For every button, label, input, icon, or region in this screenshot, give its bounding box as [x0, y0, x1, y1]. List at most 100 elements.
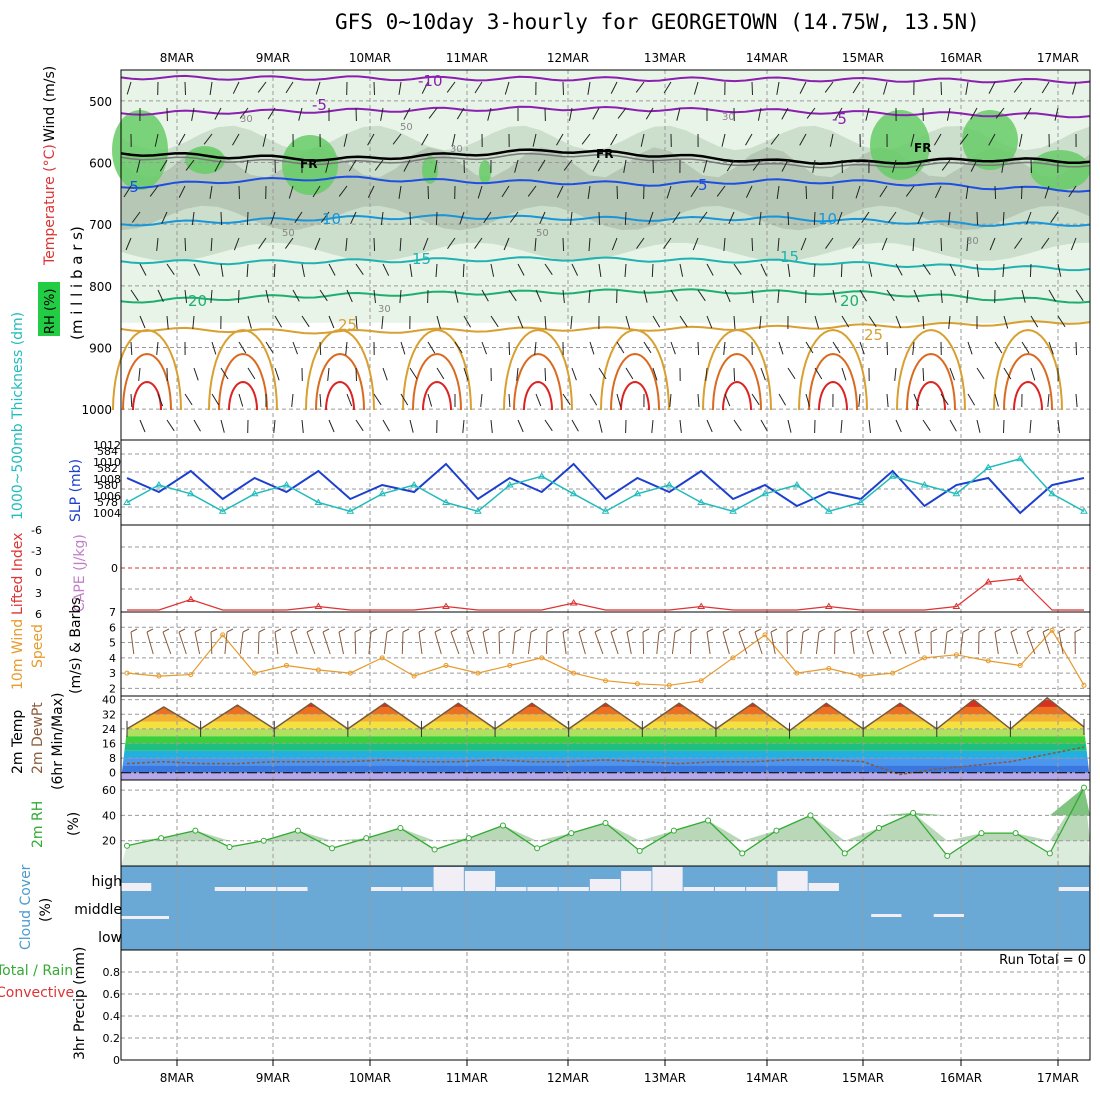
cloud-high-bar: [277, 887, 308, 891]
thickness-point: [952, 489, 961, 497]
wind-barb: [562, 631, 567, 655]
lifted-index-point: [984, 578, 993, 585]
thickness-point: [824, 507, 833, 514]
wind-barb: [427, 341, 436, 354]
lifted-index-point: [1016, 574, 1025, 581]
isotherm-label: FR: [914, 141, 931, 155]
warm-isotherm-bubble: [712, 352, 762, 411]
temp-axis-label: 2m Temp: [10, 710, 26, 774]
isotherm-line: [120, 148, 1091, 165]
wind-barb: [914, 631, 920, 655]
wind-barb: [697, 289, 706, 302]
wind-barb: [210, 631, 213, 655]
wind-barb: [210, 289, 213, 304]
warm-isotherm-bubble: [620, 380, 650, 411]
wind-barb: [535, 393, 542, 407]
wind-barb: [635, 81, 645, 93]
wind-barb: [193, 419, 201, 432]
wind-barb: [192, 315, 195, 329]
wind-barb: [598, 211, 601, 226]
wind-barb: [246, 263, 249, 278]
wind-speed-point: [730, 655, 736, 661]
wind-barb: [270, 211, 276, 225]
y-tick-label: 500: [89, 95, 112, 109]
rh-point: [397, 825, 404, 832]
wind-barb: [162, 631, 172, 655]
precip-tick-label: 0: [113, 1054, 120, 1067]
wind-barb: [855, 185, 861, 199]
wind-barb-flag: [850, 628, 858, 633]
wind-barb: [191, 107, 195, 121]
isotherm-label: 15: [412, 250, 431, 268]
wind-barb: [1057, 263, 1062, 277]
wind-barb-flag: [146, 628, 154, 633]
wind-barb: [185, 159, 195, 171]
rh-point: [910, 809, 917, 816]
y-tick-label: 800: [89, 280, 112, 294]
wind-barb: [1014, 237, 1023, 249]
wind-barb: [392, 133, 402, 145]
wind-speed-point: [252, 670, 258, 676]
wind-barb: [778, 393, 787, 406]
wind-barb: [239, 107, 249, 119]
wind-barb-flag: [402, 628, 410, 633]
wind-barb: [434, 631, 442, 655]
barbs-axis-label: (m/s) & Barbs: [68, 597, 84, 694]
wind-barb: [917, 211, 924, 225]
wind-barb-flag: [898, 628, 906, 633]
wind-barb: [949, 367, 955, 381]
wind-barb-flag: [418, 628, 426, 633]
wind-barb: [184, 81, 186, 96]
isotherm-label: FR: [596, 147, 613, 161]
wind-barb: [592, 107, 600, 120]
wind-barb-flag: [1042, 628, 1050, 633]
wind-barb: [274, 631, 279, 655]
wind-barb: [466, 631, 475, 655]
wind-barb: [679, 263, 684, 277]
wind-barb: [517, 263, 525, 276]
wind-barb: [610, 133, 618, 146]
wind-barb: [898, 631, 907, 655]
wind-barb: [778, 341, 784, 355]
rh-point: [124, 842, 130, 849]
wind-barb: [643, 289, 648, 303]
date-label-top: 13MAR: [644, 51, 686, 65]
wind-barb: [840, 419, 843, 434]
wind-barb: [726, 159, 735, 172]
wind-barb: [483, 211, 492, 224]
wind-barb: [319, 393, 322, 408]
precip-conv-label: Convective: [0, 985, 74, 1001]
wind-barb: [257, 81, 267, 93]
wind-barb: [858, 393, 861, 407]
wind-barb: [1072, 81, 1077, 95]
wind-barb: [239, 631, 244, 655]
wind-barb: [666, 185, 672, 199]
rh-tick-label: 20: [102, 835, 116, 848]
wind-speed-point: [284, 662, 289, 668]
wind-speed-point: [1017, 662, 1023, 668]
wind-barb: [922, 263, 931, 275]
wind-barb: [895, 419, 902, 433]
wind-barb-flag: [546, 628, 554, 633]
wind-barb: [738, 631, 748, 655]
wind-barb-flag: [242, 628, 250, 633]
wind-barb: [427, 185, 429, 200]
temp-tick-label: 16: [102, 737, 116, 750]
wind-barb: [706, 419, 713, 433]
lifted-index-point: [697, 602, 706, 609]
wind-barb: [626, 631, 632, 655]
wind-barb-flag: [882, 628, 890, 633]
warm-isotherm-bubble: [208, 328, 278, 411]
wind-barb: [209, 81, 213, 95]
wind-barb: [421, 133, 429, 146]
rh-tick-label: 40: [102, 809, 116, 822]
warm-isotherm-bubble: [402, 328, 472, 411]
wind-barb: [306, 631, 316, 655]
wind-barb: [723, 237, 726, 252]
wind-barb: [184, 237, 187, 252]
rh-point: [1081, 784, 1087, 791]
wind-barb: [692, 237, 699, 251]
rh-point: [773, 827, 780, 834]
wind-barb-flag: [354, 628, 362, 633]
wind-barb: [1003, 419, 1005, 434]
